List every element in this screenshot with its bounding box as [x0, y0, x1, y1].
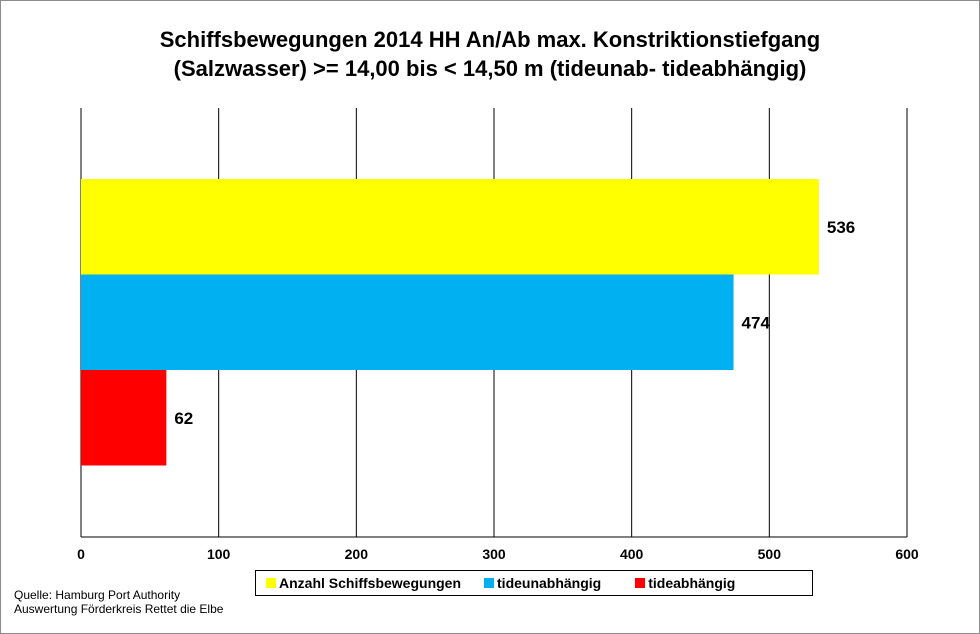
source-line-2: Auswertung Förderkreis Rettet die Elbe: [14, 602, 224, 616]
bar-1: [81, 274, 734, 370]
x-tick-label-300: 300: [482, 546, 506, 562]
data-label-2: 62: [174, 409, 193, 428]
legend-label-anzahl: Anzahl Schiffsbewegungen: [279, 575, 462, 591]
legend-swatch-anzahl: [266, 578, 276, 588]
legend-swatch-tideunabhaengig: [484, 578, 495, 588]
source-line-1: Quelle: Hamburg Port Authority: [14, 588, 181, 602]
chart-title-line-1: Schiffsbewegungen 2014 HH An/Ab max. Kon…: [159, 27, 821, 52]
data-label-1: 474: [742, 313, 771, 332]
legend-swatch-tideabhaengig: [635, 578, 646, 588]
x-tick-label-100: 100: [207, 546, 231, 562]
legend-label-tideabhaengig: tideabhängig: [648, 575, 736, 591]
x-tick-label-200: 200: [345, 546, 369, 562]
chart-title-line-2: (Salzwasser) >= 14,00 bis < 14,50 m (tid…: [173, 56, 807, 81]
bar-2: [81, 370, 167, 466]
x-tick-label-600: 600: [895, 546, 919, 562]
legend-item-tideunabhaengig: tideunabhängig: [484, 575, 601, 591]
legend-item-anzahl: Anzahl Schiffsbewegungen: [266, 575, 461, 591]
bar-0: [81, 179, 819, 275]
x-tick-label-0: 0: [77, 546, 85, 562]
legend-label-tideunabhaengig: tideunabhängig: [497, 575, 602, 591]
x-tick-label-400: 400: [620, 546, 644, 562]
legend-item-tideabhaengig: tideabhängig: [635, 575, 735, 591]
data-label-0: 536: [827, 218, 855, 237]
legend: Anzahl Schiffsbewegungen tideunabhängig …: [255, 570, 813, 596]
x-tick-label-500: 500: [758, 546, 782, 562]
